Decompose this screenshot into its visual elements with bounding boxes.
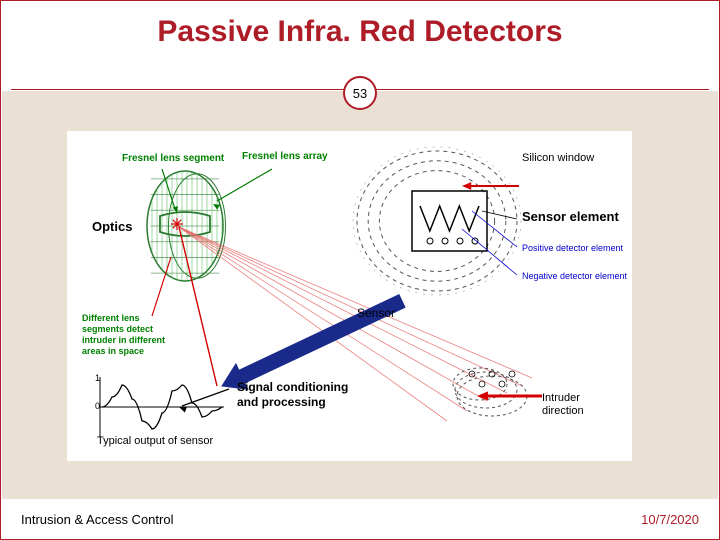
slide-title: Passive Infra. Red Detectors bbox=[1, 15, 719, 49]
svg-text:Positive detector element: Positive detector element bbox=[522, 243, 624, 253]
svg-text:intruder in different: intruder in different bbox=[82, 335, 165, 345]
svg-text:segments detect: segments detect bbox=[82, 324, 153, 334]
footer-right: 10/7/2020 bbox=[641, 512, 699, 527]
slide: Passive Infra. Red Detectors 53 Fresnel … bbox=[0, 0, 720, 540]
diagram-svg: Fresnel lens segment Fresnel lens array Op… bbox=[67, 131, 632, 461]
svg-text:1: 1 bbox=[95, 373, 100, 383]
svg-text:Fresnel lens array: Fresnel lens array bbox=[242, 151, 328, 162]
svg-text:direction: direction bbox=[542, 405, 584, 417]
svg-text:areas in space: areas in space bbox=[82, 346, 144, 356]
footer-left: Intrusion & Access Control bbox=[21, 512, 173, 527]
svg-text:Silicon window: Silicon window bbox=[522, 152, 594, 164]
svg-text:Negative detector element: Negative detector element bbox=[522, 271, 628, 281]
page-number-badge: 53 bbox=[343, 76, 377, 110]
svg-text:Intruder: Intruder bbox=[542, 392, 580, 404]
svg-text:Different lens: Different lens bbox=[82, 313, 140, 323]
svg-text:0: 0 bbox=[95, 401, 100, 411]
footer: Intrusion & Access Control 10/7/2020 bbox=[1, 499, 719, 539]
svg-text:Optics: Optics bbox=[92, 219, 132, 234]
content-area: Fresnel lens segment Fresnel lens array Op… bbox=[2, 91, 718, 499]
svg-text:Sensor: Sensor bbox=[357, 306, 395, 320]
svg-text:Signal conditioning: Signal conditioning bbox=[237, 380, 348, 394]
svg-text:and processing: and processing bbox=[237, 395, 326, 409]
svg-text:Sensor element: Sensor element bbox=[522, 209, 619, 224]
svg-text:Typical output of sensor: Typical output of sensor bbox=[97, 435, 214, 447]
svg-text:Fresnel lens segment: Fresnel lens segment bbox=[122, 153, 225, 164]
pir-diagram: Fresnel lens segment Fresnel lens array Op… bbox=[67, 131, 632, 461]
